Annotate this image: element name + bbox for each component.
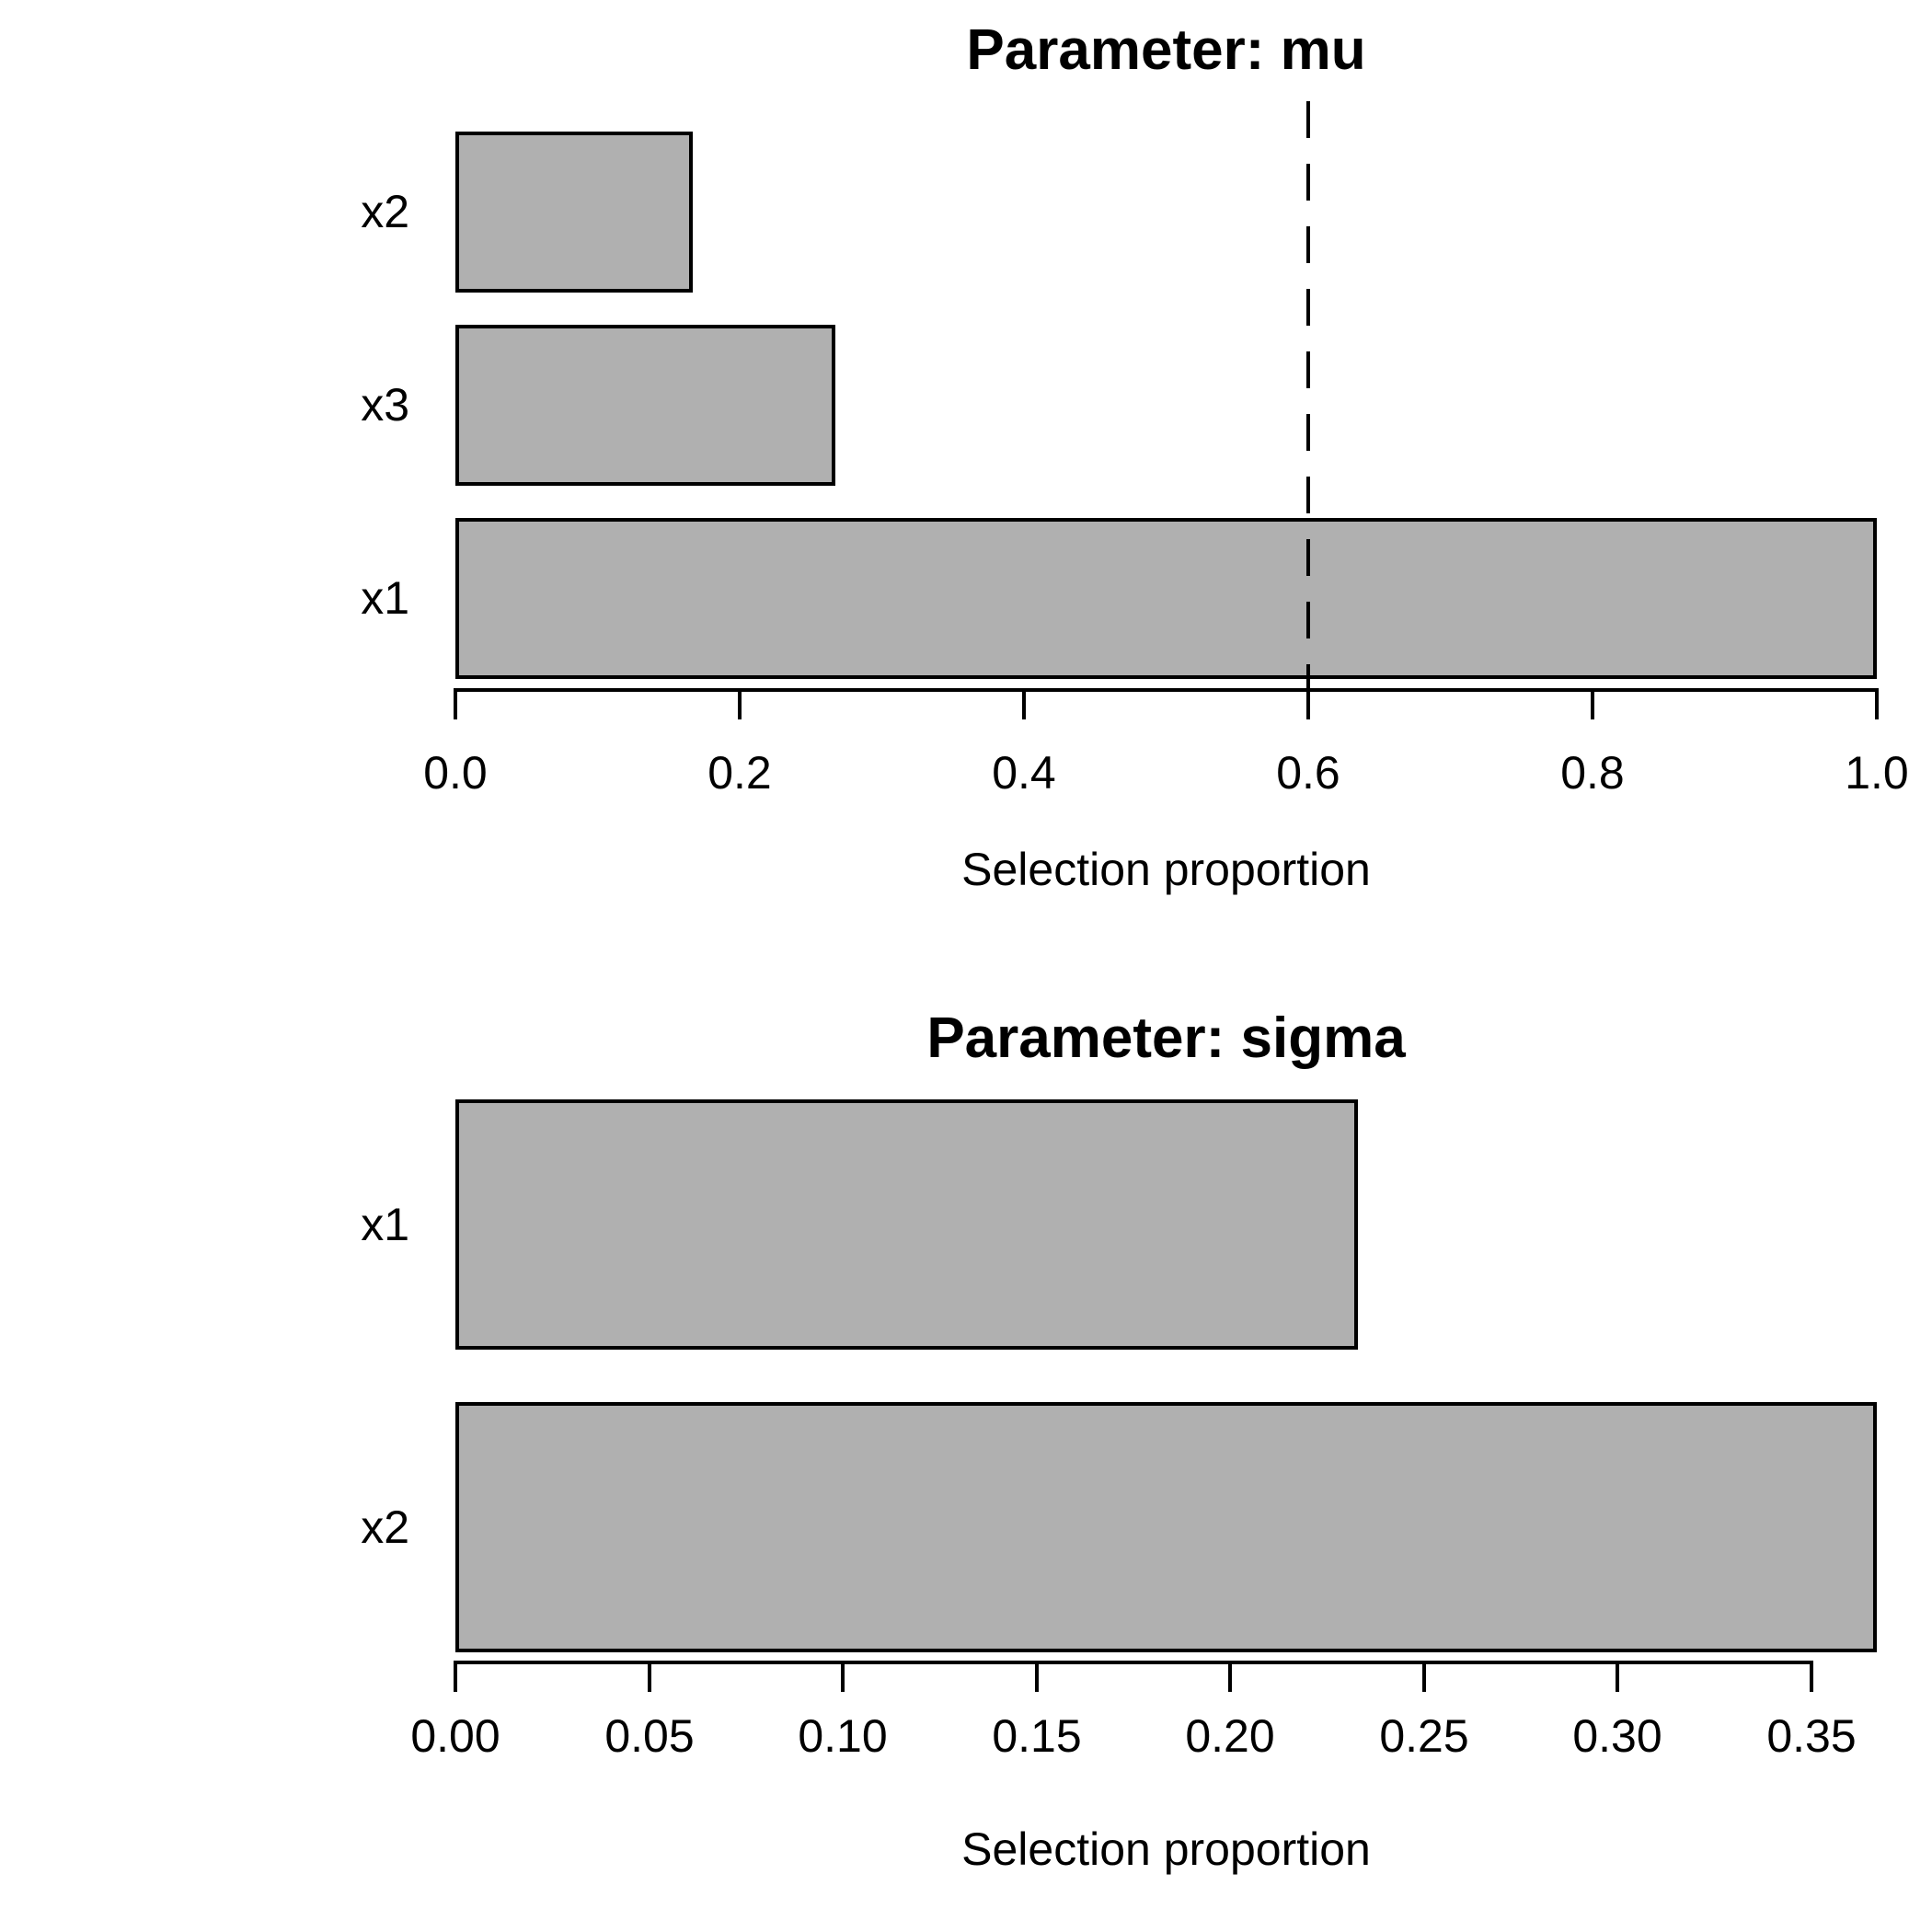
x-axis-tick-label: 0.05 — [604, 1710, 695, 1762]
x-axis-tick-label: 0.20 — [1185, 1710, 1275, 1762]
category-label-x1: x1 — [361, 1199, 409, 1250]
x-axis-tick-label: 0.6 — [1276, 747, 1340, 799]
category-label-x2: x2 — [361, 1501, 409, 1553]
x-axis-tick — [1422, 1661, 1426, 1692]
chart-sigma-title: Parameter: sigma — [926, 1006, 1406, 1070]
x-axis-tick-label: 0.0 — [423, 747, 488, 799]
x-axis-tick — [1616, 1661, 1619, 1692]
chart-mu-x-axis-label: Selection proportion — [961, 844, 1371, 895]
x-axis-line — [454, 1661, 1813, 1664]
x-axis-tick — [1228, 1661, 1232, 1692]
chart-mu-title: Parameter: mu — [966, 18, 1366, 82]
x-axis-tick — [841, 1661, 845, 1692]
threshold-dashed-line — [1306, 101, 1310, 699]
x-axis-tick-label: 0.30 — [1572, 1710, 1662, 1762]
x-axis-tick-label: 0.25 — [1379, 1710, 1469, 1762]
x-axis-tick-label: 1.0 — [1845, 747, 1909, 799]
category-label-x2: x2 — [361, 186, 409, 237]
x-axis-tick-label: 0.10 — [798, 1710, 888, 1762]
bar-x2 — [455, 132, 693, 293]
x-axis-tick — [1810, 1661, 1813, 1692]
x-axis-tick — [738, 688, 742, 719]
x-axis-tick — [454, 1661, 457, 1692]
x-axis-tick — [1035, 1661, 1039, 1692]
x-axis-tick-label: 0.15 — [992, 1710, 1082, 1762]
bar-x2 — [455, 1402, 1877, 1652]
x-axis-tick-label: 0.2 — [707, 747, 772, 799]
x-axis-tick — [1022, 688, 1026, 719]
category-label-x3: x3 — [361, 379, 409, 431]
category-label-x1: x1 — [361, 572, 409, 624]
x-axis-tick — [1591, 688, 1594, 719]
bar-x1 — [455, 518, 1877, 679]
bar-x3 — [455, 325, 835, 486]
chart-sigma-x-axis-label: Selection proportion — [961, 1823, 1371, 1875]
x-axis-tick — [1875, 688, 1879, 719]
x-axis-tick-label: 0.35 — [1766, 1710, 1857, 1762]
x-axis-line — [454, 688, 1879, 692]
x-axis-tick — [648, 1661, 651, 1692]
x-axis-tick-label: 0.4 — [992, 747, 1056, 799]
x-axis-tick — [454, 688, 457, 719]
bar-x1 — [455, 1099, 1358, 1350]
x-axis-tick-label: 0.00 — [410, 1710, 500, 1762]
x-axis-tick-label: 0.8 — [1560, 747, 1625, 799]
x-axis-tick — [1306, 688, 1310, 719]
